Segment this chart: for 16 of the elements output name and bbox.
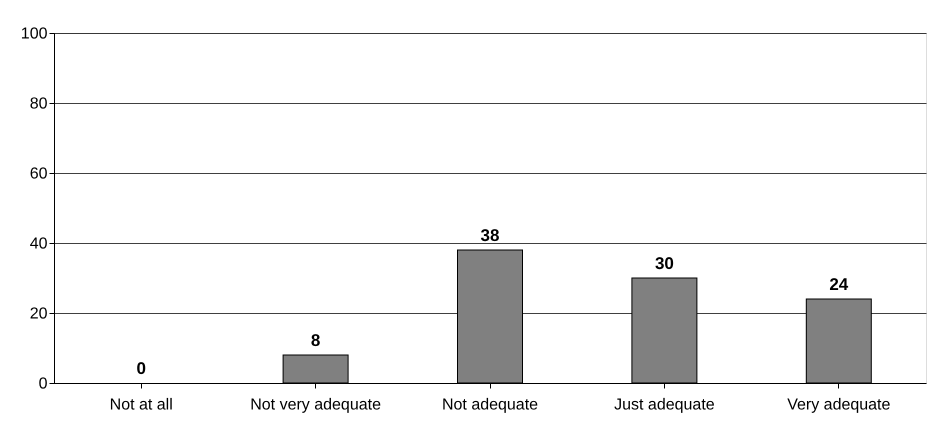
x-tick-label: Not adequate bbox=[442, 396, 538, 414]
y-tick-label: 60 bbox=[30, 166, 48, 182]
data-label: 24 bbox=[829, 275, 849, 294]
y-tick-label: 20 bbox=[30, 306, 48, 322]
x-tick-label: Just adequate bbox=[614, 396, 715, 414]
x-tick-label: Not very adequate bbox=[250, 396, 382, 414]
y-tick-label: 0 bbox=[38, 376, 48, 392]
data-label: 8 bbox=[310, 331, 320, 350]
y-tick-label: 80 bbox=[30, 96, 48, 112]
y-tick-label: 40 bbox=[30, 236, 48, 252]
x-tick-label: Very adequate bbox=[787, 396, 890, 414]
data-label: 38 bbox=[480, 226, 500, 245]
y-tick-label: 100 bbox=[20, 26, 48, 42]
data-label: 30 bbox=[654, 254, 674, 273]
data-label: 0 bbox=[136, 359, 146, 378]
x-tick-label: Not at all bbox=[110, 396, 173, 414]
